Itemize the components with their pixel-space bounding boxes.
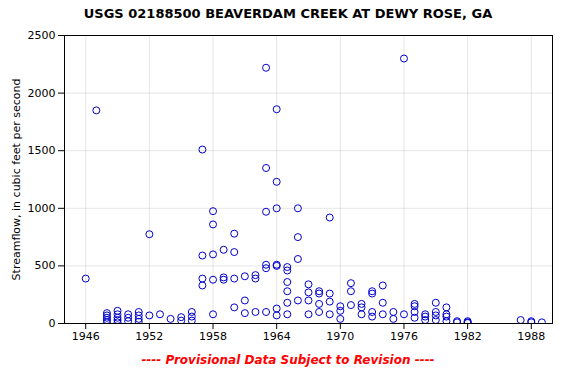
svg-text:0: 0 xyxy=(49,317,56,330)
html-text:---- Provisional Data Subject: ---- Provisional Data Subject to Revisio… xyxy=(141,353,435,367)
svg-text:2000: 2000 xyxy=(28,87,56,100)
html-text:USGS 02188500 BEAVERDAM CREEK: USGS 02188500 BEAVERDAM CREEK AT DEWY RO… xyxy=(83,6,493,21)
svg-text:1970: 1970 xyxy=(326,330,354,343)
svg-text:2500: 2500 xyxy=(28,29,56,42)
svg-text:1500: 1500 xyxy=(28,144,56,157)
svg-text:1982: 1982 xyxy=(454,330,482,343)
svg-text:1958: 1958 xyxy=(199,330,227,343)
svg-text:500: 500 xyxy=(35,259,56,272)
svg-text:1964: 1964 xyxy=(263,330,291,343)
svg-text:1988: 1988 xyxy=(517,330,545,343)
svg-text:1000: 1000 xyxy=(28,202,56,215)
svg-text:1952: 1952 xyxy=(135,330,163,343)
svg-text:1976: 1976 xyxy=(390,330,418,343)
svg-text:Streamflow, in cubic feet per: Streamflow, in cubic feet per second xyxy=(10,79,23,281)
svg-text:1946: 1946 xyxy=(72,330,100,343)
